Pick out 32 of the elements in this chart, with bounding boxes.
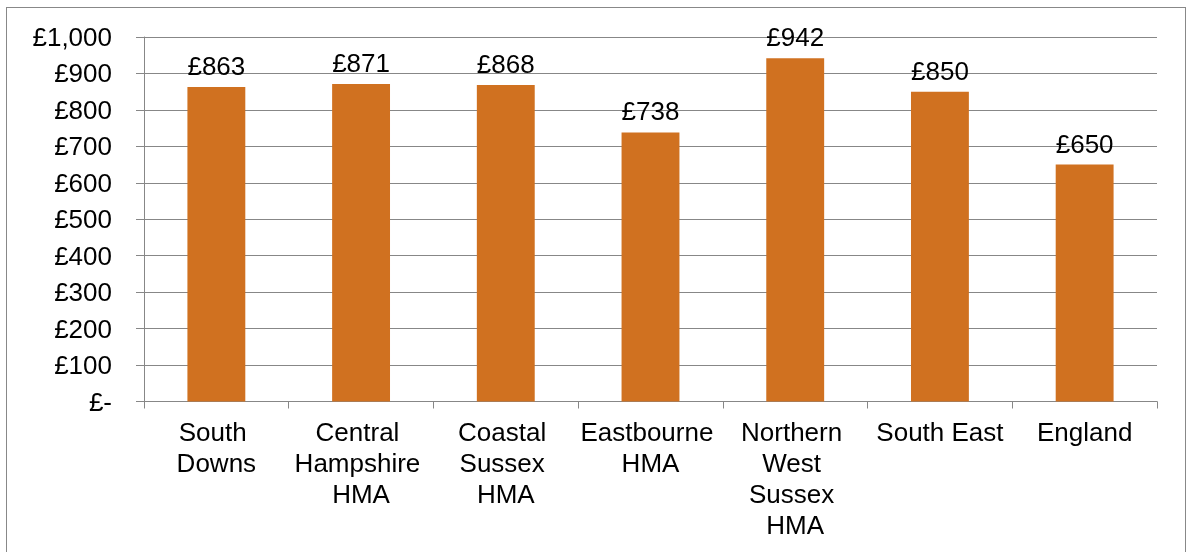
y-tick-label: £100 bbox=[54, 350, 112, 381]
x-tick-label: England bbox=[1036, 417, 1133, 447]
x-tick-label: Eastbourne HMA bbox=[580, 417, 721, 478]
bar bbox=[476, 85, 535, 402]
data-label: £863 bbox=[187, 50, 246, 81]
y-tick-label: £1,000 bbox=[32, 22, 112, 52]
bar bbox=[910, 91, 969, 402]
bar bbox=[766, 58, 825, 402]
data-label: £850 bbox=[911, 55, 969, 86]
y-tick-label: £- bbox=[88, 386, 112, 417]
x-tick-label: South Downs bbox=[176, 417, 257, 478]
bar bbox=[621, 132, 680, 402]
y-tick-label: £800 bbox=[54, 94, 112, 125]
x-tick-label: Coastal Sussex HMA bbox=[458, 417, 554, 509]
data-label: £942 bbox=[766, 22, 825, 53]
y-tick-label: £900 bbox=[54, 58, 112, 89]
bar bbox=[187, 86, 246, 402]
y-tick-label: £200 bbox=[54, 313, 112, 344]
data-label: £650 bbox=[1055, 128, 1114, 159]
bar bbox=[332, 84, 391, 402]
data-label: £868 bbox=[476, 49, 535, 80]
x-tick-label: Central Hampshire HMA bbox=[294, 417, 428, 509]
y-tick-label: £500 bbox=[54, 204, 112, 235]
y-tick-label: £600 bbox=[54, 167, 112, 198]
x-tick-label: South East bbox=[876, 417, 1005, 447]
data-label: £871 bbox=[332, 48, 390, 79]
bar bbox=[1055, 164, 1114, 402]
y-tick-label: £400 bbox=[54, 240, 112, 271]
data-label: £738 bbox=[621, 96, 680, 127]
y-tick-label: £300 bbox=[54, 277, 112, 308]
y-tick-label: £700 bbox=[54, 131, 112, 162]
x-tick-label: Northern West Sussex HMA bbox=[741, 417, 850, 540]
